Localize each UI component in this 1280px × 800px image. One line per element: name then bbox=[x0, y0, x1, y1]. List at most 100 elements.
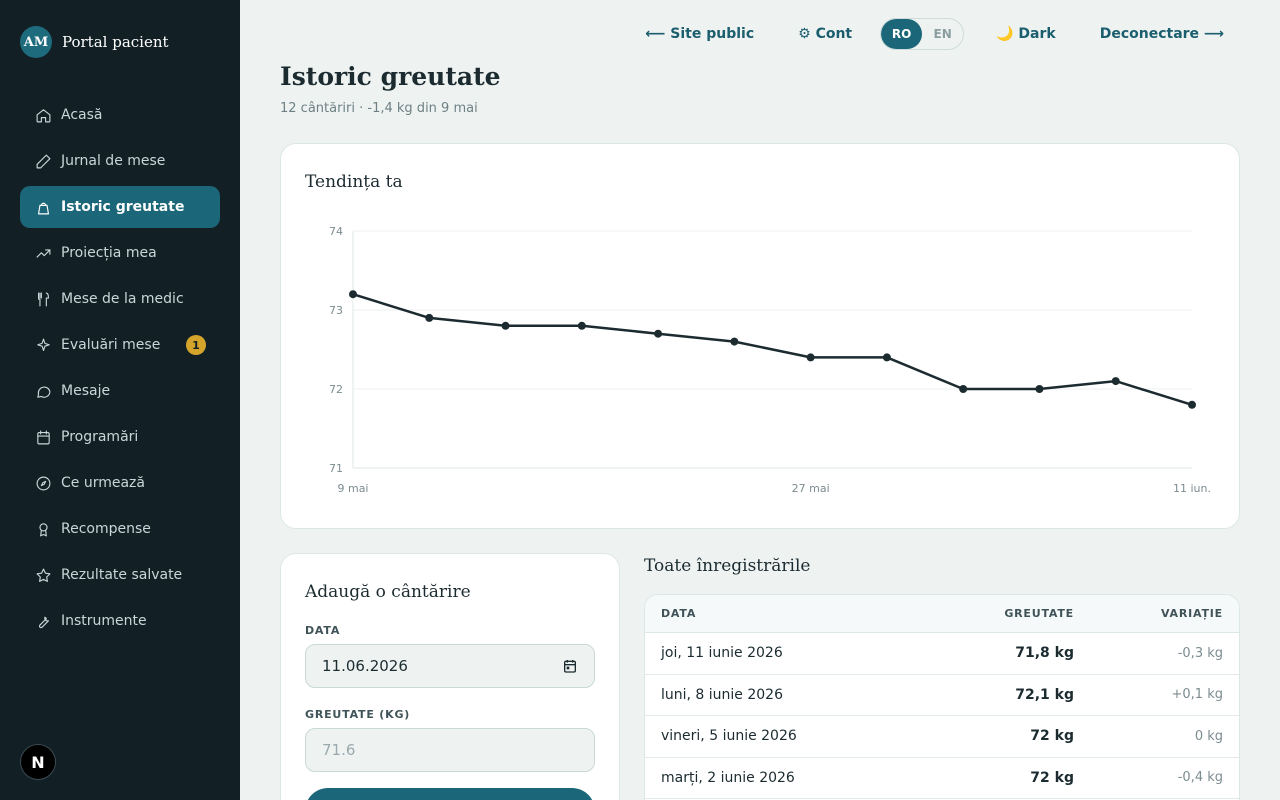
award-icon bbox=[34, 520, 52, 538]
data-point bbox=[730, 337, 739, 346]
site-public-link[interactable]: ⟵ Site public bbox=[645, 26, 755, 42]
sidebar-item-label: Mese de la medic bbox=[61, 291, 184, 307]
row-date: marți, 2 iunie 2026 bbox=[661, 769, 795, 786]
weight-label: GREUTATE (KG) bbox=[305, 708, 411, 721]
sidebar-item-ce-urmeaza[interactable]: Ce urmează bbox=[20, 462, 220, 504]
sidebar-nav: Acasă Jurnal de mese Istoric greutate Pr… bbox=[20, 94, 220, 646]
column-header-date[interactable]: DATA bbox=[661, 607, 697, 620]
sidebar-item-label: Ce urmează bbox=[61, 475, 145, 491]
sidebar-item-istoric-greutate[interactable]: Istoric greutate bbox=[20, 186, 220, 228]
add-weight-card: Adaugă o cântărire DATA 11.06.2026 GREUT… bbox=[280, 553, 620, 800]
sidebar-item-mesaje[interactable]: Mesaje bbox=[20, 370, 220, 412]
sidebar-item-label: Recompense bbox=[61, 521, 151, 537]
sidebar-item-label: Programări bbox=[61, 429, 139, 445]
sidebar-item-mese-de-la-medic[interactable]: Mese de la medic bbox=[20, 278, 220, 320]
calendar-icon bbox=[34, 428, 52, 446]
sidebar-item-proiectia-mea[interactable]: Proiecția mea bbox=[20, 232, 220, 274]
data-point bbox=[1035, 385, 1044, 393]
sidebar-item-programari[interactable]: Programări bbox=[20, 416, 220, 458]
sidebar-item-jurnal-de-mese[interactable]: Jurnal de mese bbox=[20, 140, 220, 182]
home-icon bbox=[34, 106, 52, 124]
framework-badge[interactable]: N bbox=[20, 744, 56, 780]
row-date: luni, 8 iunie 2026 bbox=[661, 686, 784, 703]
data-point bbox=[425, 313, 434, 322]
page-subtitle: 12 cântăriri · -1,4 kg din 9 mai bbox=[280, 101, 478, 116]
table-row[interactable]: joi, 11 iunie 2026 71,8 kg -0,3 kg bbox=[645, 633, 1239, 675]
sidebar-item-recompense[interactable]: Recompense bbox=[20, 508, 220, 550]
date-label: DATA bbox=[305, 624, 341, 637]
sidebar-item-label: Jurnal de mese bbox=[61, 153, 166, 169]
scale-icon bbox=[34, 198, 52, 216]
notification-badge: 1 bbox=[186, 335, 206, 355]
sidebar-item-label: Proiecția mea bbox=[61, 245, 157, 261]
compass-icon bbox=[34, 474, 52, 492]
table-row[interactable]: luni, 8 iunie 2026 72,1 kg +0,1 kg bbox=[645, 675, 1239, 716]
y-tick-label: 73 bbox=[329, 304, 343, 317]
row-weight: 72,1 kg bbox=[1015, 686, 1074, 703]
sidebar-item-evaluari-mese[interactable]: Evaluări mese 1 bbox=[20, 324, 220, 366]
table-header: DATA GREUTATE VARIAȚIE bbox=[645, 595, 1239, 633]
brand-name: Portal pacient bbox=[62, 33, 169, 51]
calendar-icon[interactable] bbox=[562, 658, 578, 674]
table-row[interactable]: vineri, 5 iunie 2026 72 kg 0 kg bbox=[645, 716, 1239, 758]
lang-en-button[interactable]: EN bbox=[933, 27, 952, 41]
data-point bbox=[1111, 377, 1120, 386]
add-weight-button[interactable] bbox=[305, 788, 595, 800]
wrench-icon bbox=[34, 612, 52, 630]
y-tick-label: 74 bbox=[329, 225, 343, 238]
row-date: vineri, 5 iunie 2026 bbox=[661, 728, 797, 745]
brand[interactable]: AM Portal pacient bbox=[20, 26, 169, 58]
sidebar-item-label: Istoric greutate bbox=[61, 199, 185, 215]
x-tick-label: 9 mai bbox=[337, 482, 368, 495]
data-point bbox=[577, 321, 586, 330]
table-row[interactable]: marți, 2 iunie 2026 72 kg -0,4 kg bbox=[645, 758, 1239, 799]
column-header-change[interactable]: VARIAȚIE bbox=[1160, 607, 1223, 620]
logout-link[interactable]: Deconectare ⟶ bbox=[1099, 26, 1224, 42]
add-form-title: Adaugă o cântărire bbox=[305, 582, 471, 602]
row-change: +0,1 kg bbox=[1171, 687, 1223, 703]
data-point bbox=[654, 329, 663, 338]
row-date: joi, 11 iunie 2026 bbox=[661, 645, 783, 662]
account-link[interactable]: ⚙ Cont bbox=[798, 26, 853, 42]
row-weight: 71,8 kg bbox=[1015, 645, 1074, 662]
avatar: AM bbox=[20, 26, 52, 58]
row-change: 0 kg bbox=[1194, 728, 1223, 744]
topbar: ⟵ Site public ⚙ Cont RO EN 🌙 Dark Decone… bbox=[645, 18, 1224, 50]
message-icon bbox=[34, 382, 52, 400]
row-change: -0,3 kg bbox=[1177, 645, 1223, 661]
sidebar-item-label: Instrumente bbox=[61, 613, 147, 629]
x-tick-label: 27 mai bbox=[792, 482, 830, 495]
date-value: 11.06.2026 bbox=[322, 657, 408, 675]
sidebar-item-instrumente[interactable]: Instrumente bbox=[20, 600, 220, 642]
language-toggle: RO EN bbox=[880, 18, 965, 50]
sidebar-item-rezultate-salvate[interactable]: Rezultate salvate bbox=[20, 554, 220, 596]
row-weight: 72 kg bbox=[1030, 769, 1074, 786]
sidebar-item-acasa[interactable]: Acasă bbox=[20, 94, 220, 136]
data-point bbox=[959, 385, 968, 393]
chart-title: Tendința ta bbox=[305, 172, 403, 192]
series-line bbox=[352, 293, 1193, 406]
y-tick-label: 72 bbox=[329, 383, 343, 396]
sidebar-item-label: Rezultate salvate bbox=[61, 567, 183, 583]
pencil-icon bbox=[34, 152, 52, 170]
row-change: -0,4 kg bbox=[1177, 770, 1223, 786]
sidebar: AM Portal pacient Acasă Jurnal de mese I… bbox=[0, 0, 240, 800]
weight-placeholder: 71.6 bbox=[322, 741, 356, 759]
data-point bbox=[1188, 400, 1196, 409]
data-point bbox=[806, 353, 815, 362]
star-icon bbox=[34, 566, 52, 584]
records-title: Toate înregistrările bbox=[644, 556, 811, 576]
weight-input[interactable]: 71.6 bbox=[305, 728, 595, 772]
column-header-weight[interactable]: GREUTATE bbox=[1004, 607, 1074, 620]
data-point bbox=[501, 321, 510, 330]
records-table: DATA GREUTATE VARIAȚIE joi, 11 iunie 202… bbox=[644, 594, 1240, 800]
date-field[interactable]: 11.06.2026 bbox=[305, 644, 595, 688]
lang-ro-button[interactable]: RO bbox=[881, 19, 923, 49]
weight-trend-chart: 71 72 73 74 9 mai 27 mai 11 iun. bbox=[329, 225, 1211, 495]
sidebar-item-label: Mesaje bbox=[61, 383, 111, 399]
sidebar-item-label: Acasă bbox=[61, 107, 103, 123]
dark-mode-toggle[interactable]: 🌙 Dark bbox=[996, 26, 1056, 42]
sidebar-item-label: Evaluări mese bbox=[61, 337, 161, 353]
data-point bbox=[349, 290, 357, 299]
row-weight: 72 kg bbox=[1030, 728, 1074, 745]
